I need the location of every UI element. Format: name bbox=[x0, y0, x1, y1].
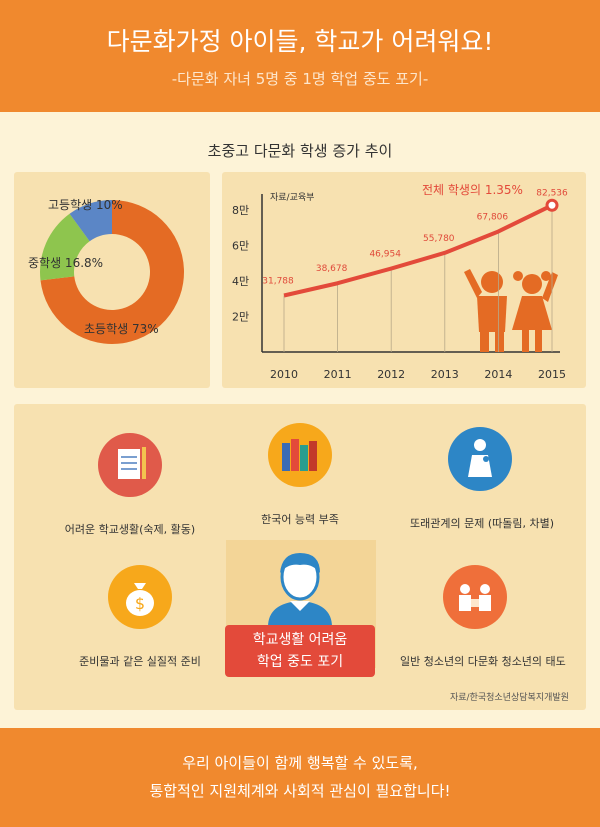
issues-source: 자료/한국청소년상담복지개발원 bbox=[450, 693, 569, 703]
svg-text:$: $ bbox=[135, 594, 145, 613]
data-label: 55,780 bbox=[423, 234, 455, 244]
issue-label: 일반 청소년의 다문화 청소년의 태도 bbox=[400, 655, 566, 668]
issue-label: 준비물과 같은 실질적 준비 bbox=[79, 655, 201, 668]
header-banner: 다문화가정 아이들, 학교가 어려워요! -다문화 자녀 5명 중 1명 학업 … bbox=[0, 0, 600, 112]
data-label: 82,536 bbox=[536, 188, 568, 198]
issue-attitude: 일반 청소년의 다문화 청소년의 태도 bbox=[400, 565, 566, 675]
donut-slice bbox=[40, 213, 90, 281]
center-message: 학교생활 어려움 학업 중도 포기 bbox=[225, 625, 375, 677]
issue-korean: 한국어 능력 부족 bbox=[230, 423, 370, 533]
x-tick-label: 2014 bbox=[484, 368, 512, 381]
y-tick-label: 8만 bbox=[232, 204, 249, 217]
series-line bbox=[283, 203, 553, 298]
x-tick-label: 2013 bbox=[431, 368, 459, 381]
y-tick-label: 2만 bbox=[232, 310, 249, 323]
money-bag-icon: $ bbox=[108, 565, 172, 629]
issue-label: 어려운 학교생활(숙제, 활동) bbox=[64, 523, 196, 536]
x-tick-label: 2012 bbox=[377, 368, 405, 381]
section-title: 초중고 다문화 학생 증가 추이 bbox=[207, 142, 393, 160]
donut-label-middle: 중학생 16.8% bbox=[28, 256, 104, 270]
footer-line2: 통합적인 지원체계와 사회적 관심이 필요합니다! bbox=[149, 782, 451, 800]
notebook-icon bbox=[98, 433, 162, 497]
center-line1: 학교생활 어려움 bbox=[252, 632, 348, 648]
x-tick-label: 2015 bbox=[538, 368, 566, 381]
x-tick-label: 2010 bbox=[270, 368, 298, 381]
page-title: 다문화가정 아이들, 학교가 어려워요! bbox=[106, 27, 494, 56]
donut-label-high: 고등학생 10% bbox=[48, 198, 123, 212]
issue-school-life: 어려운 학교생활(숙제, 활동) bbox=[60, 433, 200, 543]
chart-annotation: 전체 학생의 1.35% bbox=[422, 183, 523, 197]
issue-peers: 또래관계의 문제 (따돌림, 차별) bbox=[410, 427, 555, 537]
data-point bbox=[545, 198, 559, 212]
data-label: 67,806 bbox=[477, 212, 509, 222]
line-chart: 2만 4만 6만 8만 자료/교육부 2010 2011 2012 2013 2014 2015 31… bbox=[232, 183, 568, 381]
chart-source: 자료/교육부 bbox=[270, 192, 314, 203]
footer-banner: 우리 아이들이 함께 행복할 수 있도록, 통합적인 지원체계와 사회적 관심이… bbox=[0, 728, 600, 827]
page-subtitle: -다문화 자녀 5명 중 1명 학업 중도 포기- bbox=[171, 70, 429, 88]
y-tick-label: 4만 bbox=[232, 275, 249, 288]
donut-chart bbox=[40, 200, 184, 344]
center-line2: 학업 중도 포기 bbox=[256, 654, 344, 670]
donut-label-elementary: 초등학생 73% bbox=[84, 322, 159, 336]
data-label: 46,954 bbox=[369, 250, 401, 260]
data-label: 38,678 bbox=[316, 264, 348, 274]
footer-line1: 우리 아이들이 함께 행복할 수 있도록, bbox=[182, 754, 418, 772]
donut-slice bbox=[69, 200, 112, 242]
student-icon bbox=[262, 545, 338, 627]
line-panel: 2만 4만 6만 8만 자료/교육부 2010 2011 2012 2013 2014 2015 31… bbox=[222, 172, 586, 388]
issue-label: 또래관계의 문제 (따돌림, 차별) bbox=[410, 517, 555, 530]
data-label: 31,788 bbox=[262, 276, 294, 286]
mother-child-icon bbox=[448, 427, 512, 491]
issue-supplies: $ 준비물과 같은 실질적 준비 bbox=[70, 565, 210, 675]
y-tick-label: 6만 bbox=[232, 239, 249, 252]
issue-label: 한국어 능력 부족 bbox=[261, 513, 339, 526]
children-icon bbox=[464, 269, 558, 352]
donut-slice bbox=[40, 200, 184, 344]
books-icon bbox=[268, 423, 332, 487]
discussion-icon bbox=[443, 565, 507, 629]
donut-panel: 고등학생 10% 중학생 16.8% 초등학생 73% bbox=[14, 172, 210, 388]
x-tick-label: 2011 bbox=[324, 368, 352, 381]
